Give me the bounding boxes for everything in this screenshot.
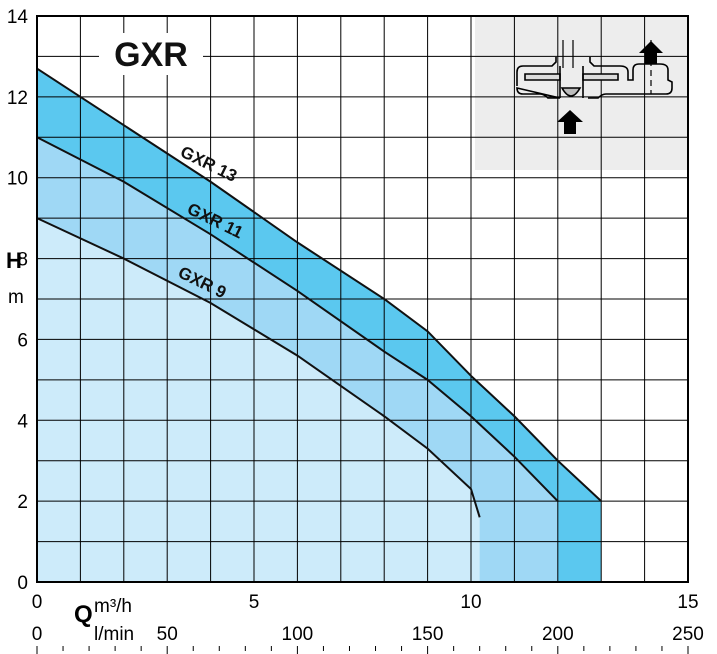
x-axis-unit-secondary: l/min xyxy=(94,624,134,645)
y-tick-label: 8 xyxy=(17,250,28,271)
y-axis-label: H xyxy=(6,248,22,273)
area-series-2 xyxy=(37,218,480,582)
y-tick-label: 14 xyxy=(7,7,29,28)
y-tick-label: 6 xyxy=(17,330,28,351)
secondary-x-tick-label: 100 xyxy=(282,624,314,645)
plot-border xyxy=(36,15,689,583)
pump-diagram-icon xyxy=(516,40,673,99)
y-tick-label: 2 xyxy=(17,492,28,513)
x-axis-label: Q xyxy=(74,601,93,628)
y-tick-label: 12 xyxy=(7,88,28,109)
secondary-x-tick-label: 0 xyxy=(32,624,43,645)
secondary-x-tick-label: 250 xyxy=(672,624,704,645)
y-tick-label: 10 xyxy=(7,169,28,190)
secondary-x-tick-label: 150 xyxy=(412,624,444,645)
x-axis-unit-primary: m³/h xyxy=(94,596,132,617)
x-tick-label: 10 xyxy=(460,592,481,613)
curve-series-0 xyxy=(36,67,602,502)
inlet-arrow-icon xyxy=(557,110,583,134)
curve-series-2 xyxy=(36,217,481,518)
y-axis-unit: m xyxy=(8,287,24,308)
title-box xyxy=(99,33,203,75)
y-tick-label: 0 xyxy=(17,573,28,594)
chart-title: GXR xyxy=(114,36,188,74)
x-tick-label: 0 xyxy=(32,592,43,613)
secondary-x-tick-label: 200 xyxy=(542,624,574,645)
plot-frame xyxy=(36,15,689,583)
secondary-x-tick-label: 50 xyxy=(157,624,178,645)
x-tick-label: 15 xyxy=(677,592,698,613)
x-tick-label: 5 xyxy=(249,592,260,613)
curve-series-1 xyxy=(36,136,559,502)
pump-diagram-inset xyxy=(475,16,688,170)
y-tick-label: 4 xyxy=(17,411,28,432)
outlet-arrow-icon xyxy=(639,41,663,64)
